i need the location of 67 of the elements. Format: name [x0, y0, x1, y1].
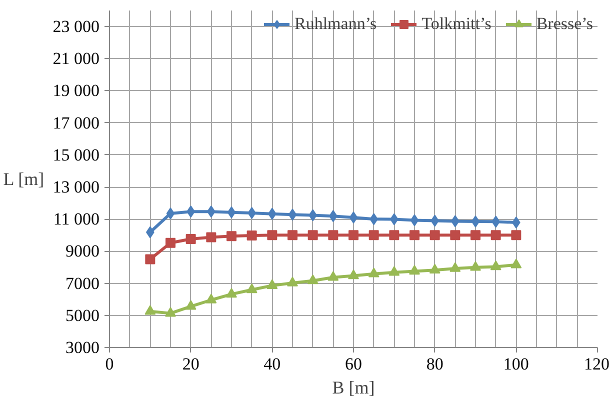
point — [206, 294, 217, 304]
point — [227, 206, 236, 218]
point — [308, 230, 318, 240]
point — [328, 271, 339, 281]
y-tick-label: 15 000 — [52, 145, 100, 164]
point — [307, 274, 318, 284]
point — [368, 268, 380, 278]
point — [348, 230, 358, 240]
legend-label: Ruhlmann’s — [294, 14, 377, 34]
point — [450, 230, 460, 240]
point — [144, 305, 156, 315]
point — [490, 260, 502, 270]
point — [267, 230, 278, 240]
point — [246, 230, 257, 240]
point — [288, 208, 297, 221]
y-axis-title: L [m] — [3, 169, 44, 189]
y-tick-label: 23 000 — [52, 17, 100, 36]
point — [328, 230, 338, 240]
point — [186, 234, 196, 244]
point — [511, 230, 522, 240]
x-tick-label: 0 — [105, 354, 114, 374]
x-tick-label: 60 — [345, 354, 362, 374]
point — [389, 230, 400, 240]
point — [145, 254, 156, 264]
x-axis-title: B [m] — [332, 378, 375, 398]
x-tick-label: 20 — [182, 354, 200, 374]
point — [287, 276, 298, 286]
y-tick-label: 19 000 — [52, 81, 100, 100]
point — [429, 264, 440, 274]
point — [410, 230, 420, 240]
point — [165, 307, 176, 317]
point — [470, 261, 481, 271]
x-tick-label: 80 — [426, 354, 444, 374]
x-tick-label: 120 — [584, 354, 609, 374]
point — [490, 230, 501, 240]
point — [470, 230, 480, 240]
point — [288, 230, 298, 240]
point — [226, 231, 236, 242]
y-tick-label: 5000 — [66, 306, 100, 325]
legend-label: Bresse’s — [536, 14, 593, 34]
x-tick-label: 40 — [264, 354, 281, 374]
point — [185, 300, 196, 310]
point — [368, 230, 379, 240]
point — [510, 258, 522, 268]
point — [348, 269, 359, 280]
y-tick-label: 7000 — [66, 274, 100, 293]
y-tick-label: 11 000 — [53, 210, 100, 229]
y-tick-label: 3000 — [66, 338, 100, 357]
point — [166, 208, 175, 220]
point — [471, 216, 480, 228]
y-tick-label: 17 000 — [52, 113, 100, 132]
point — [266, 279, 278, 289]
point — [206, 232, 216, 242]
point — [450, 262, 461, 272]
point — [226, 288, 237, 298]
point — [409, 265, 420, 275]
point — [349, 212, 358, 224]
point — [430, 230, 440, 240]
point — [166, 238, 176, 248]
point — [388, 266, 400, 276]
x-tick-label: 100 — [503, 354, 529, 374]
legend-label: Tolkmitt’s — [422, 14, 492, 34]
point — [410, 214, 419, 226]
y-tick-label: 13 000 — [52, 178, 100, 197]
y-tick-label: 21 000 — [52, 49, 100, 68]
point — [246, 283, 258, 294]
y-tick-label: 9000 — [66, 242, 100, 261]
